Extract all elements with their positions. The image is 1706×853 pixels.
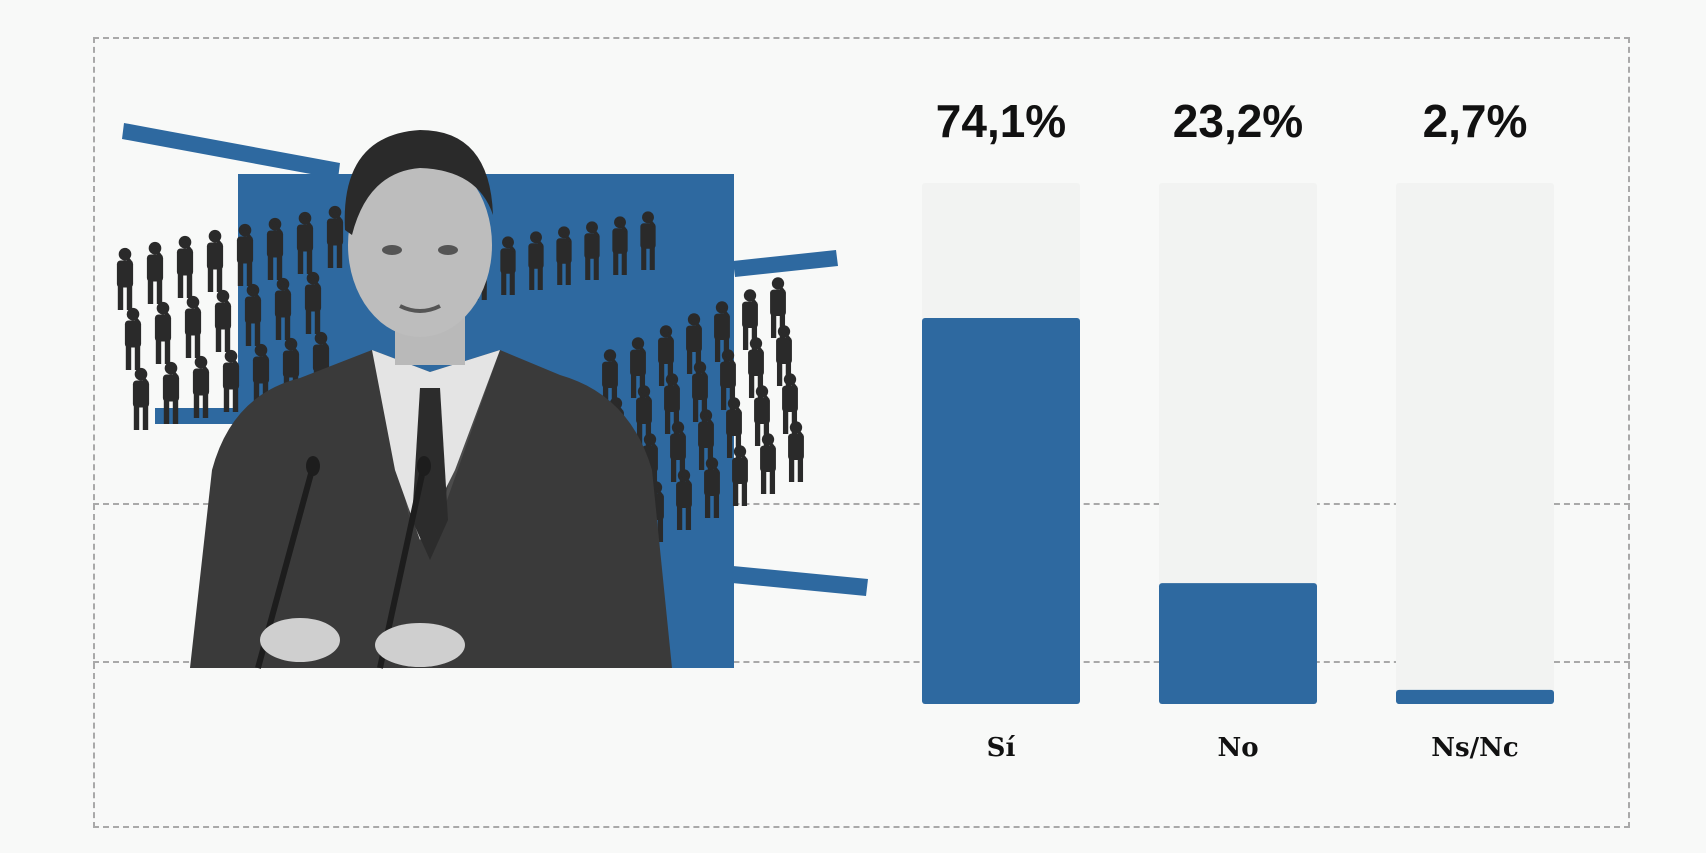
category-label: Ns/Nc: [1431, 733, 1519, 763]
value-label: 74,1%: [936, 95, 1066, 147]
bar: [922, 318, 1080, 704]
category-label: No: [1217, 733, 1258, 763]
bar-group-1: 23,2% No: [1159, 95, 1317, 763]
bar: [1159, 583, 1317, 704]
bar-track: [1396, 183, 1554, 704]
bar-group-2: 2,7% Ns/Nc: [1396, 95, 1554, 763]
value-label: 2,7%: [1423, 95, 1528, 147]
category-label: Sí: [987, 733, 1016, 763]
value-label: 23,2%: [1173, 95, 1303, 147]
bar: [1396, 690, 1554, 704]
bar-group-0: 74,1% Sí: [922, 95, 1080, 763]
